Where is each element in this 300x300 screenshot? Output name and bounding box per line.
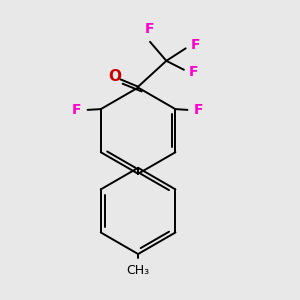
- Text: F: F: [191, 38, 200, 52]
- Text: F: F: [71, 103, 81, 117]
- Text: F: F: [189, 65, 199, 79]
- Text: CH₃: CH₃: [127, 263, 150, 277]
- Text: O: O: [108, 69, 122, 84]
- Text: F: F: [145, 22, 155, 37]
- Text: F: F: [194, 103, 203, 117]
